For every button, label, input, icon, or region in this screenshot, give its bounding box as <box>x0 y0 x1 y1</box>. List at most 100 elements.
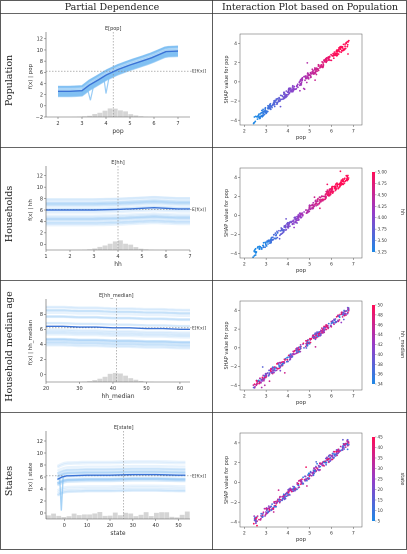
shap-point <box>318 203 320 205</box>
y-axis-label: SHAP value for pop <box>224 456 230 504</box>
y-tick-label: 2 <box>234 60 237 66</box>
shap-point <box>329 56 331 58</box>
shap-point <box>315 461 317 463</box>
shap-point <box>315 466 317 468</box>
shap-point <box>336 183 338 185</box>
shap-point <box>330 192 332 194</box>
shap-point <box>259 248 261 250</box>
colorbar-tick-label: 15 <box>378 498 384 503</box>
shap-point <box>285 229 287 231</box>
shap-point <box>262 513 264 515</box>
x-axis-label: hh <box>114 261 122 268</box>
hist-bar <box>169 517 174 519</box>
hist-bar <box>133 247 138 250</box>
shap-point <box>341 449 343 451</box>
shap-point <box>315 205 317 207</box>
colorbar-tick-label: 4.75 <box>378 181 388 186</box>
expected-x-label: E[hh] <box>111 160 124 166</box>
shap-point <box>258 114 260 116</box>
y-tick-label: 6 <box>40 475 43 481</box>
shap-point <box>314 69 316 71</box>
shap-point <box>256 525 258 527</box>
hist-bar <box>118 373 123 382</box>
hist-bar <box>108 244 113 250</box>
x-tick-label: 2 <box>243 262 246 268</box>
shap-point <box>255 248 257 250</box>
hist-bar <box>87 514 92 519</box>
x-tick-label: 3 <box>80 121 83 127</box>
hist-bar <box>133 380 138 382</box>
colorbar-tick-label: 42 <box>378 342 384 347</box>
x-tick-label: 30 <box>76 386 82 392</box>
x-tick-label: 7 <box>352 531 355 537</box>
shap-point <box>274 100 276 102</box>
x-tick-label: 10 <box>84 523 90 529</box>
shap-point <box>297 483 299 485</box>
hist-bar <box>128 114 133 117</box>
shap-point <box>310 73 312 75</box>
shap-point <box>347 44 349 46</box>
shap-point <box>298 486 300 488</box>
shap-point <box>253 523 255 525</box>
shap-point <box>269 240 271 242</box>
shap-point <box>303 342 305 344</box>
colorbar-label: hh <box>399 209 405 215</box>
x-tick-label: 5 <box>308 129 311 135</box>
shap-point <box>259 116 261 118</box>
shap-point <box>310 209 312 211</box>
shap-point <box>258 383 260 385</box>
shap-point <box>320 334 322 336</box>
shap-point <box>268 370 270 372</box>
x-tick-label: 3 <box>265 262 268 268</box>
shap-point <box>276 370 278 372</box>
shap-point <box>258 380 260 382</box>
x-axis-label: pop <box>296 537 307 543</box>
shap-point <box>313 337 315 339</box>
shap-point <box>285 224 287 226</box>
shap-point <box>319 207 321 209</box>
shap-point <box>269 380 271 382</box>
shap-point <box>301 81 303 83</box>
shap-point <box>347 449 349 451</box>
hist-bar <box>103 377 108 382</box>
x-tick-label: 3 <box>92 254 95 260</box>
shap-point <box>338 321 340 323</box>
shap-point <box>293 351 295 353</box>
shap-point <box>290 221 292 223</box>
shap-point <box>345 42 347 44</box>
shap-point <box>301 214 303 216</box>
y-tick-label: 10 <box>37 185 43 191</box>
shap-point <box>347 440 349 442</box>
shap-point <box>314 467 316 469</box>
hist-bar <box>113 241 118 250</box>
shap-point <box>311 338 313 340</box>
y-tick-label: 6 <box>40 70 43 76</box>
x-tick-label: 2 <box>243 531 246 537</box>
shap-point <box>261 110 263 112</box>
expected-y-label: E[f(x)] <box>192 69 206 75</box>
x-tick-label: 6 <box>330 531 333 537</box>
y-axis-label: SHAP value for pop <box>224 321 230 369</box>
shap-point <box>343 448 345 450</box>
shap-point <box>263 511 265 513</box>
shap-point <box>253 387 255 389</box>
shap-point <box>328 455 330 457</box>
shap-point <box>265 375 267 377</box>
hist-bar <box>97 379 102 382</box>
shap-point <box>322 195 324 197</box>
hist-bar <box>77 515 82 519</box>
shap-point <box>305 476 307 478</box>
shap-point <box>329 188 331 190</box>
shap-point <box>342 183 344 185</box>
colorbar-label: state <box>399 473 405 486</box>
y-tick-label: 4 <box>234 440 237 446</box>
x-tick-label: 1 <box>44 254 47 260</box>
shap-point <box>273 501 275 503</box>
shap-point <box>274 370 276 372</box>
shap-point <box>340 47 342 49</box>
hist-bar <box>118 515 123 519</box>
expected-y-label: E[f(x)] <box>192 207 206 213</box>
shap-point <box>275 238 277 240</box>
shap-point <box>254 520 256 522</box>
hist-bar <box>113 513 118 519</box>
